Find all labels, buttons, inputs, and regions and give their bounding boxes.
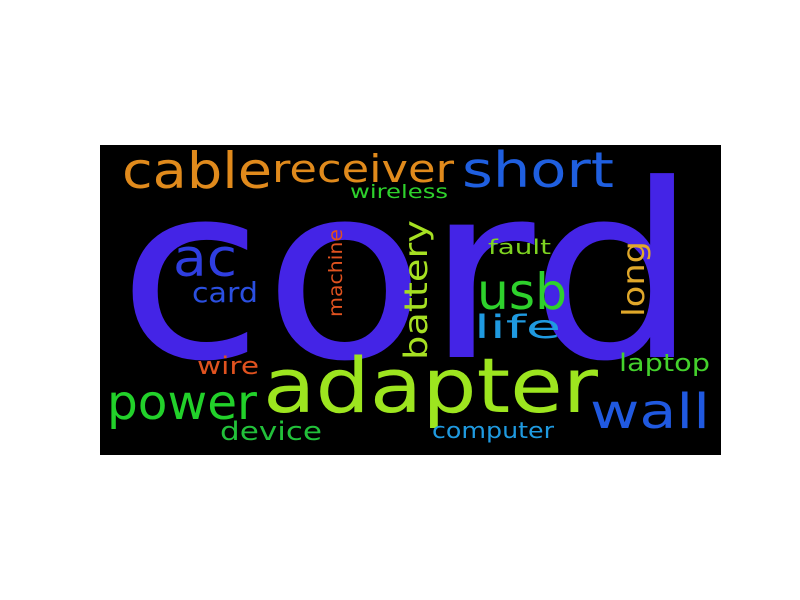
word-receiver: receiver bbox=[272, 147, 454, 191]
word-machine: machine bbox=[325, 229, 347, 317]
word-adapter: adapter bbox=[263, 341, 599, 430]
word-computer: computer bbox=[432, 419, 555, 444]
word-long: long bbox=[617, 241, 652, 317]
word-cloud-canvas: cord adapter cable receiver short ac usb… bbox=[107, 145, 710, 447]
word-wireless: wireless bbox=[350, 181, 448, 203]
word-wire: wire bbox=[197, 352, 259, 380]
word-cloud: cord adapter cable receiver short ac usb… bbox=[100, 145, 721, 455]
word-life: life bbox=[474, 308, 561, 346]
word-device: device bbox=[220, 417, 322, 447]
word-short: short bbox=[462, 145, 614, 199]
word-laptop: laptop bbox=[619, 349, 710, 377]
word-wall: wall bbox=[590, 384, 710, 440]
word-battery: battery bbox=[397, 220, 435, 360]
word-fault: fault bbox=[488, 235, 551, 259]
word-cable: cable bbox=[122, 145, 272, 200]
word-ac: ac bbox=[173, 229, 237, 289]
word-card: card bbox=[192, 276, 258, 309]
word-power: power bbox=[107, 375, 257, 431]
word-cord: cord bbox=[118, 145, 698, 415]
word-usb: usb bbox=[477, 263, 567, 321]
